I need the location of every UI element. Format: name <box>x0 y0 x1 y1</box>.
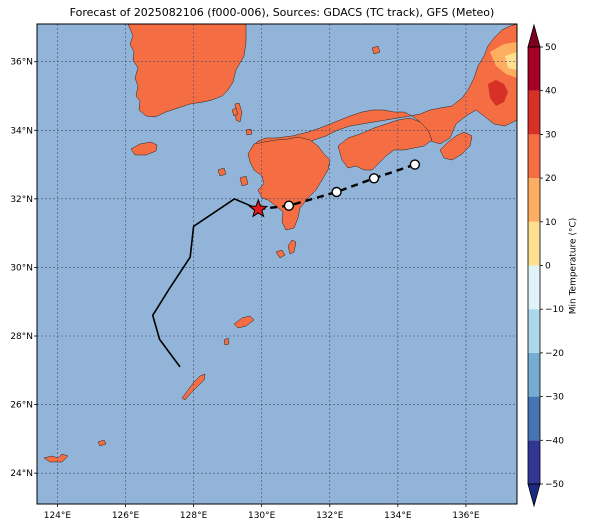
chart-title: Forecast of 2025082106 (f000-006), Sourc… <box>69 6 495 19</box>
forecast-point-1 <box>283 200 295 211</box>
jeju-island <box>130 141 158 156</box>
lon-tick-label: 124°E <box>44 511 72 521</box>
lat-tick-label: 26°N <box>10 401 33 411</box>
colorbar-tick-label: −20 <box>545 349 564 359</box>
lon-tick-label: 126°E <box>112 511 140 521</box>
forecast-point-3 <box>368 173 380 184</box>
ishigaki-island <box>43 453 69 463</box>
landmasses <box>43 24 517 463</box>
hot-land-region <box>488 80 508 106</box>
colorbar-tick-label: −50 <box>545 480 564 490</box>
lon-tick-label: 132°E <box>316 511 344 521</box>
colorbar-segment <box>528 221 540 266</box>
pale-land-region <box>505 52 517 70</box>
lat-tick-label: 30°N <box>10 263 33 273</box>
kuchinoshima-island <box>231 107 239 117</box>
warm-land-region <box>490 42 517 78</box>
colorbar-segment <box>528 178 540 222</box>
miyako-island <box>97 439 107 447</box>
temperature-colorbar: −50 −40 −30 −20 −10 0 10 20 30 40 50 <box>527 23 564 508</box>
tsushima-island <box>234 102 243 123</box>
okinawa-island <box>181 373 206 401</box>
storm-track-layer <box>151 159 421 368</box>
colorbar-tick-label: −30 <box>545 393 564 403</box>
colorbar-tick-label: −10 <box>545 305 564 315</box>
colorbar-segment <box>528 265 540 310</box>
colorbar-segment <box>528 90 540 135</box>
lat-tick-label: 34°N <box>10 126 33 136</box>
lat-tick-label: 36°N <box>10 58 33 68</box>
colorbar-segment <box>528 352 540 397</box>
colorbar-tick-label: 40 <box>545 87 557 97</box>
yakushima-island <box>275 249 286 259</box>
shikoku-land <box>337 117 433 171</box>
kii-peninsula <box>439 131 473 161</box>
storm-forecast-track-line <box>258 163 416 211</box>
colorbar-segment <box>528 440 540 484</box>
forecast-point-4 <box>409 159 421 170</box>
colorbar-over-arrow <box>527 23 541 48</box>
colorbar-tick-label: 50 <box>545 43 557 53</box>
colorbar-tick-label: 20 <box>545 174 557 184</box>
koshiki-island <box>239 175 249 187</box>
map-graticule <box>37 24 517 504</box>
colorbar-segment <box>528 134 540 179</box>
lat-tick-label: 24°N <box>10 469 33 479</box>
map-axes: 124°E 126°E 128°E 130°E 132°E 134°E 136°E 24°N 2… <box>10 58 480 521</box>
lat-tick-label: 32°N <box>10 195 33 205</box>
colorbar-segment <box>528 396 540 441</box>
colorbar-segment <box>528 47 540 91</box>
lon-tick-label: 128°E <box>180 511 208 521</box>
colorbar-segment <box>528 309 540 353</box>
colorbar-tick-label: 30 <box>545 130 557 140</box>
lon-tick-label: 130°E <box>248 511 276 521</box>
lat-tick-label: 28°N <box>10 332 33 342</box>
colorbar-under-arrow <box>527 483 541 508</box>
forecast-point-2 <box>331 186 342 198</box>
goto-island <box>217 167 227 177</box>
korea-land <box>127 24 247 118</box>
colorbar-label: Min Temperature (°C) <box>567 217 578 314</box>
kyushu-land <box>247 136 331 231</box>
lon-tick-label: 134°E <box>384 511 412 521</box>
storm-forecast-points <box>283 159 421 211</box>
map-frame <box>36 23 518 505</box>
colorbar-tick-label: −40 <box>545 436 564 446</box>
ocean-background <box>37 24 517 504</box>
storm-position-star-icon <box>248 198 269 218</box>
colorbar-tick-label: 10 <box>545 218 557 228</box>
storm-past-track-line <box>151 197 259 368</box>
iki-island <box>245 128 253 136</box>
oki-island <box>371 45 381 55</box>
lon-tick-label: 136°E <box>452 511 480 521</box>
tokunoshima-island <box>223 337 230 346</box>
tanegashima-island <box>287 239 297 255</box>
amami-island <box>233 315 255 329</box>
colorbar-tick-label: 0 <box>545 262 551 272</box>
